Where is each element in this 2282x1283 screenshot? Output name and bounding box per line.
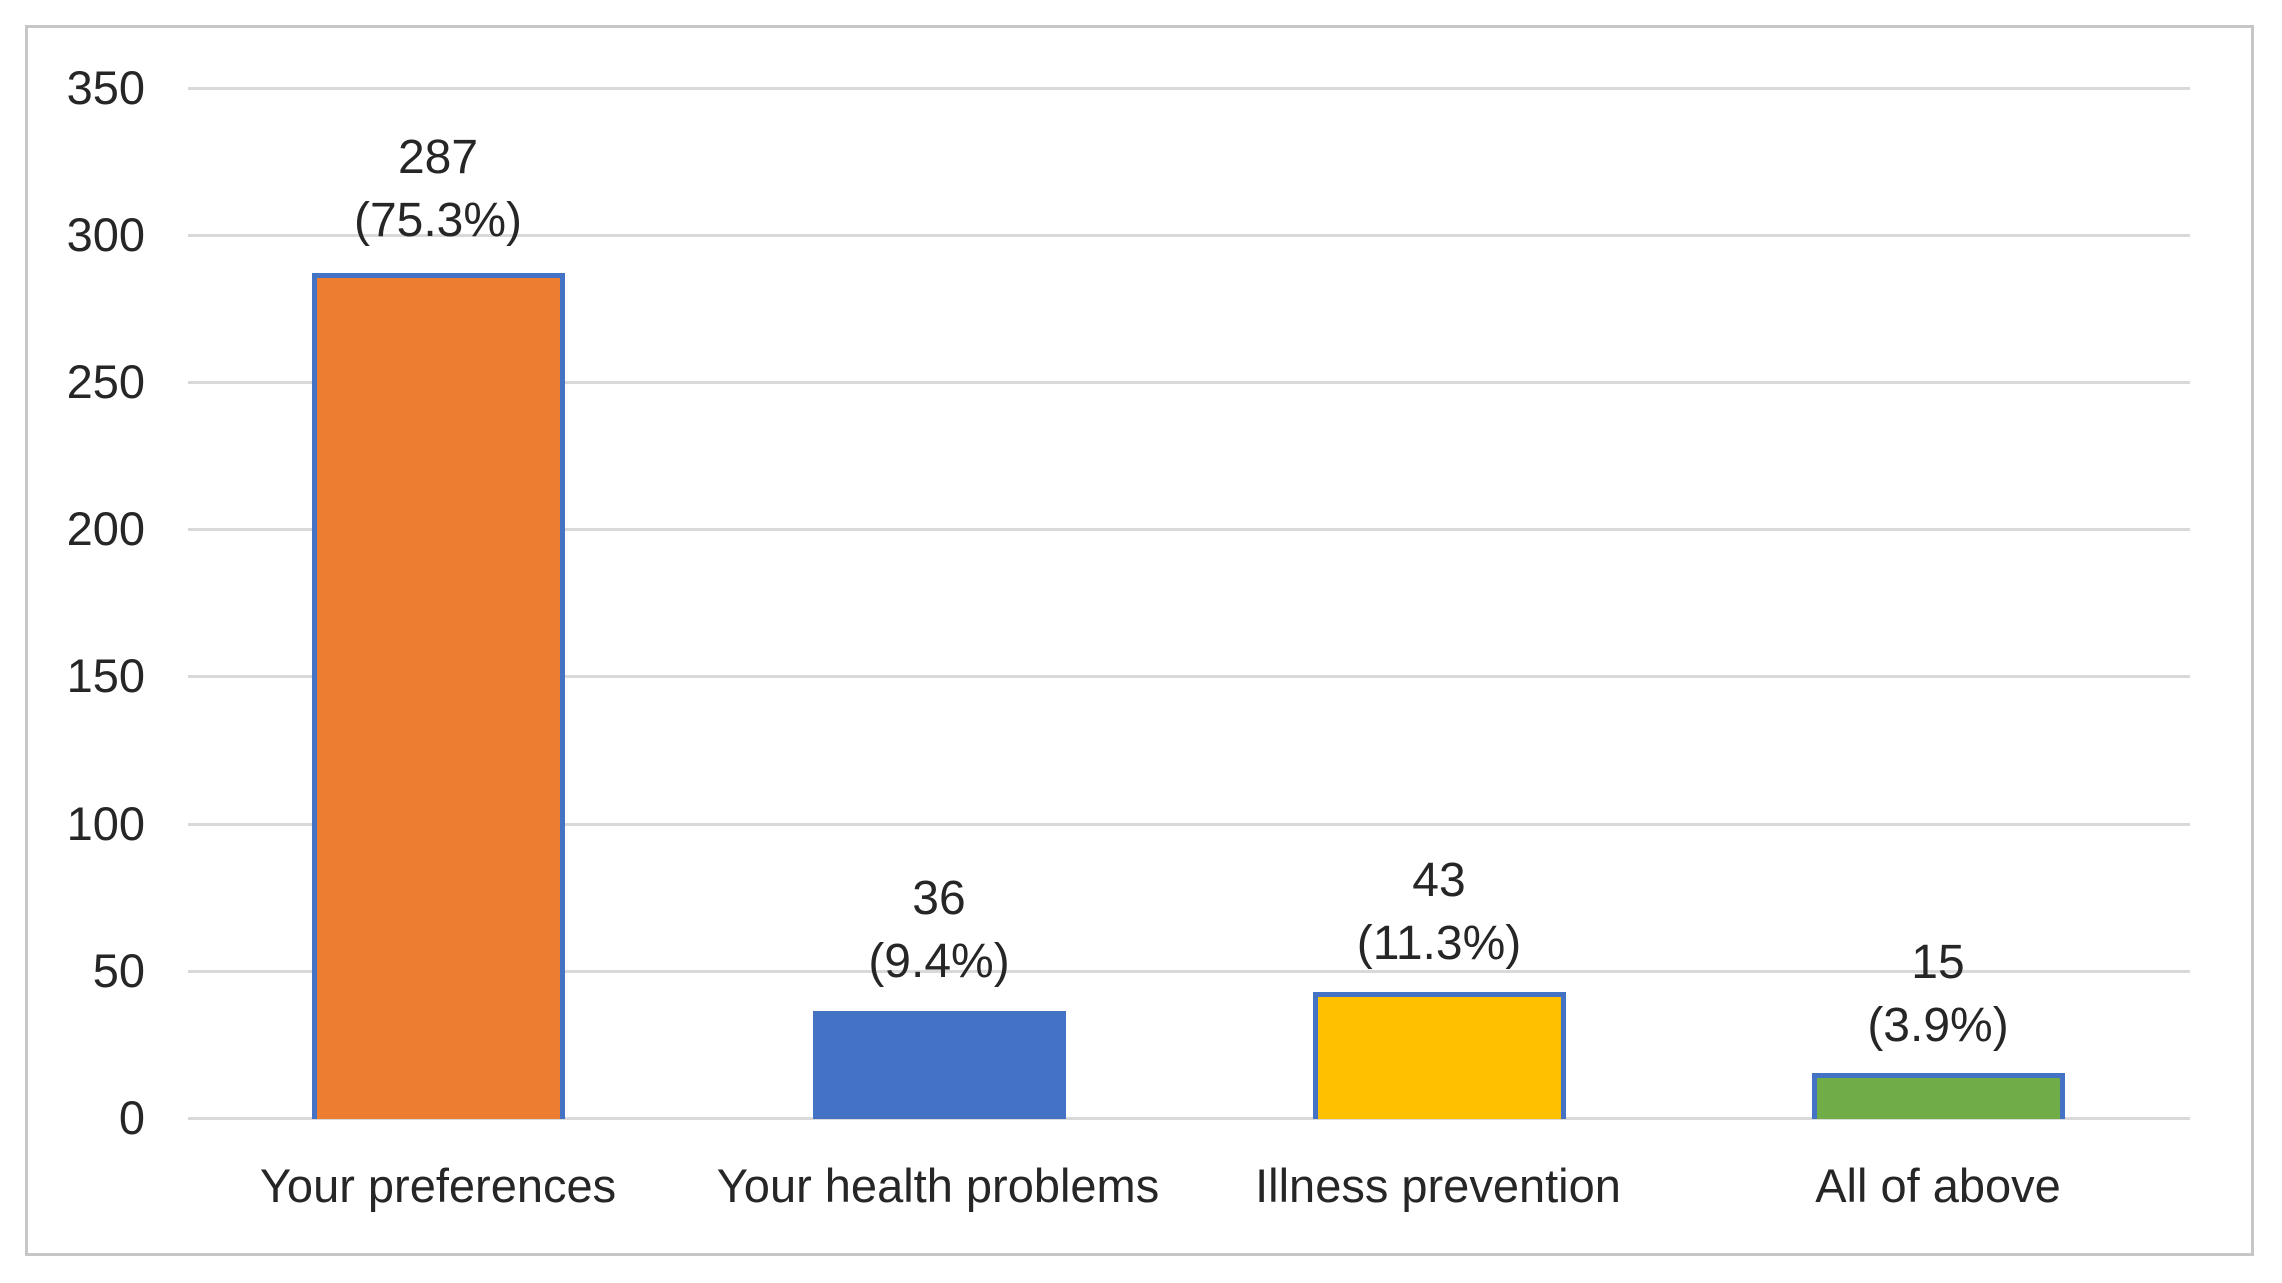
data-label-percent: (9.4%) bbox=[868, 935, 1010, 988]
data-label-all-of-above: 15 (3.9%) bbox=[1728, 931, 2148, 1057]
data-label-value: 15 bbox=[1911, 936, 1965, 989]
data-label-percent: (75.3%) bbox=[353, 194, 523, 247]
gridline-250 bbox=[188, 381, 2190, 384]
gridline-350 bbox=[188, 87, 2190, 90]
data-label-illness-prevention: 43 (11.3%) bbox=[1229, 849, 1649, 975]
gridline-150 bbox=[188, 675, 2190, 678]
y-tick-100: 100 bbox=[66, 797, 145, 850]
x-label-your-health-problems: Your health problems bbox=[716, 1159, 1160, 1212]
y-tick-300: 300 bbox=[66, 208, 145, 261]
data-label-your-preferences: 287 (75.3%) bbox=[228, 126, 648, 252]
axis-baseline bbox=[188, 1117, 2190, 1120]
bar-all-of-above bbox=[1812, 1073, 2065, 1119]
y-tick-150: 150 bbox=[66, 649, 145, 702]
data-label-percent: (3.9%) bbox=[1867, 999, 2009, 1052]
y-tick-250: 250 bbox=[66, 355, 145, 408]
x-label-your-preferences: Your preferences bbox=[259, 1159, 617, 1212]
y-tick-200: 200 bbox=[66, 502, 145, 555]
gridline-300 bbox=[188, 234, 2190, 237]
y-tick-50: 50 bbox=[92, 944, 145, 997]
bar-your-health-problems bbox=[813, 1011, 1066, 1119]
gridline-50 bbox=[188, 970, 2190, 973]
bar-illness-prevention bbox=[1313, 992, 1566, 1119]
bar-your-preferences bbox=[312, 273, 565, 1119]
y-tick-0: 0 bbox=[118, 1091, 145, 1144]
data-label-percent: (11.3%) bbox=[1356, 917, 1522, 970]
data-label-value: 36 bbox=[912, 872, 966, 925]
x-label-illness-prevention: Illness prevention bbox=[1255, 1159, 1621, 1212]
data-label-value: 287 bbox=[397, 131, 479, 184]
x-label-all-of-above: All of above bbox=[1815, 1159, 2061, 1212]
gridline-100 bbox=[188, 823, 2190, 826]
y-tick-350: 350 bbox=[66, 61, 145, 114]
data-label-your-health-problems: 36 (9.4%) bbox=[729, 867, 1149, 993]
gridline-200 bbox=[188, 528, 2190, 531]
data-label-value: 43 bbox=[1412, 854, 1466, 907]
